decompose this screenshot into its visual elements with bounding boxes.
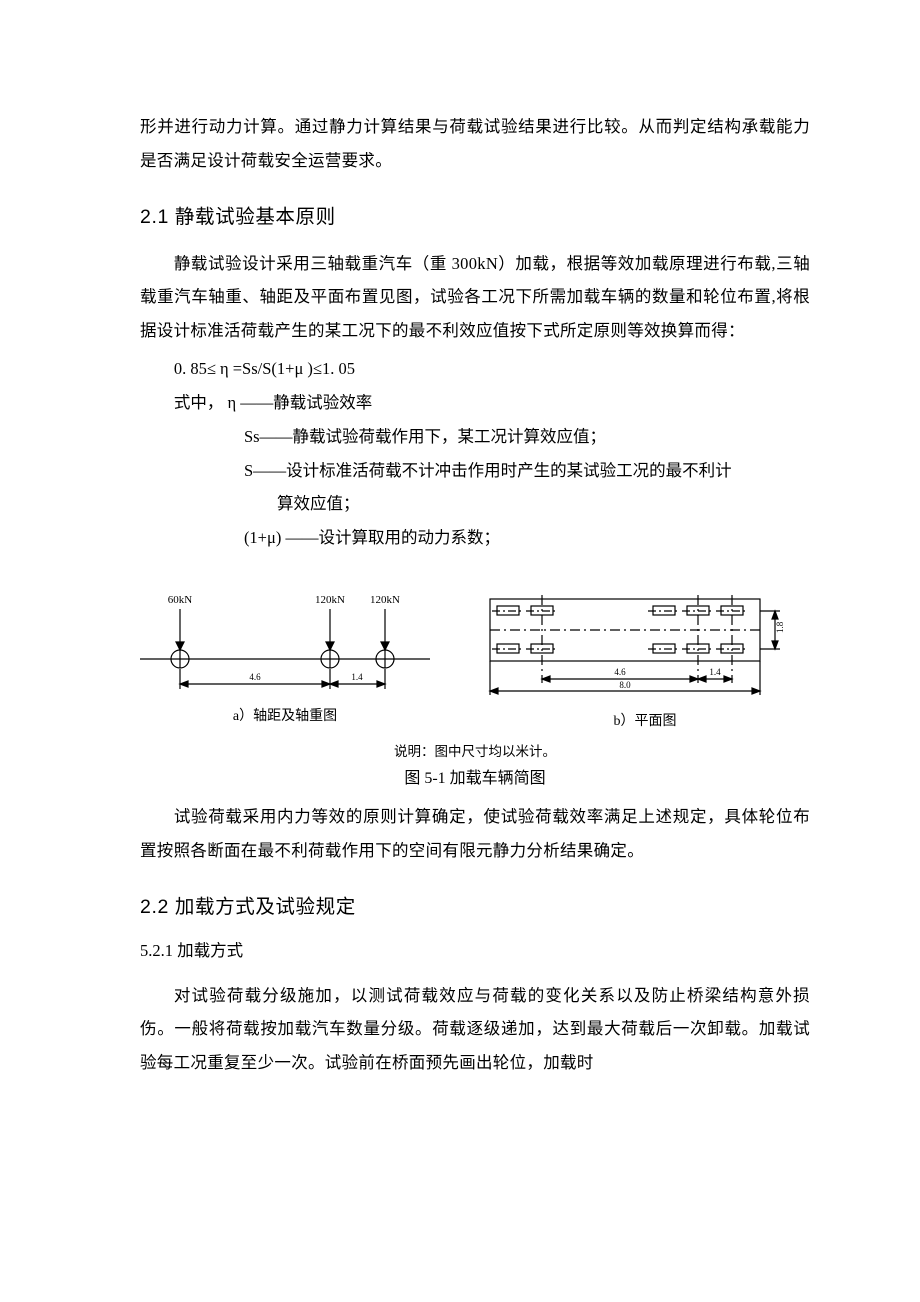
def-mu: (1+μ) ——设计算取用的动力系数； — [140, 521, 810, 555]
figure-right-wrap: 4.6 1.4 8.0 1.8 b）平面图 — [480, 589, 810, 730]
dim-1-4-right: 1.4 — [709, 667, 721, 677]
s22-paragraph: 对试验荷载分级施加，以测试荷载效应与荷载的变化关系以及防止桥梁结构意外损伤。一般… — [140, 979, 810, 1080]
figure-row: 60kN 120kN 120kN 4.6 1.4 a）轴距及轴重图 — [140, 589, 810, 730]
figure-right-svg: 4.6 1.4 8.0 1.8 — [480, 589, 810, 704]
figure-right-caption: b）平面图 — [480, 710, 810, 730]
page: 形并进行动力计算。通过静力计算结果与荷载试验结果进行比较。从而判定结构承载能力是… — [0, 0, 920, 1144]
figure-caption: 图 5-1 加载车辆简图 — [140, 764, 810, 788]
figure-after-paragraph: 试验荷载采用内力等效的原则计算确定，使试验荷载效率满足上述规定，具体轮位布置按照… — [140, 800, 810, 868]
load-120kn-2: 120kN — [370, 594, 400, 606]
def-s-line1: S——设计标准活荷载不计冲击作用时产生的某试验工况的最不利计 — [140, 454, 810, 488]
dim-8-0: 8.0 — [619, 680, 631, 690]
intro-paragraph: 形并进行动力计算。通过静力计算结果与荷载试验结果进行比较。从而判定结构承载能力是… — [140, 110, 810, 178]
s21-paragraph: 静载试验设计采用三轴载重汽车（重 300kN）加载，根据等效加载原理进行布载,三… — [140, 247, 810, 348]
figure-left-caption: a）轴距及轴重图 — [140, 705, 430, 725]
figure-note: 说明：图中尺寸均以米计。 — [140, 740, 810, 760]
load-60kn: 60kN — [168, 594, 193, 606]
figure-left-wrap: 60kN 120kN 120kN 4.6 1.4 a）轴距及轴重图 — [140, 589, 430, 730]
subheading-5-2-1: 5.2.1 加载方式 — [140, 937, 810, 961]
def-s-line2: 算效应值； — [140, 487, 810, 521]
figure-left-svg: 60kN 120kN 120kN 4.6 1.4 — [140, 589, 430, 699]
heading-2-2: 2.2 加载方式及试验规定 — [140, 890, 810, 919]
load-120kn-1: 120kN — [315, 594, 345, 606]
dim-1-8: 1.8 — [775, 621, 785, 633]
dim-4-6-right: 4.6 — [614, 667, 626, 677]
def-ss: Ss——静载试验荷载作用下，某工况计算效应值； — [140, 420, 810, 454]
def-eta: 式中， η ——静载试验效率 — [140, 386, 810, 420]
heading-2-1: 2.1 静载试验基本原则 — [140, 200, 810, 229]
dim-1-4-left: 1.4 — [351, 672, 363, 682]
dim-4-6-left: 4.6 — [249, 672, 261, 682]
formula-eta: 0. 85≤ η =Ss/S(1+μ )≤1. 05 — [140, 352, 810, 386]
